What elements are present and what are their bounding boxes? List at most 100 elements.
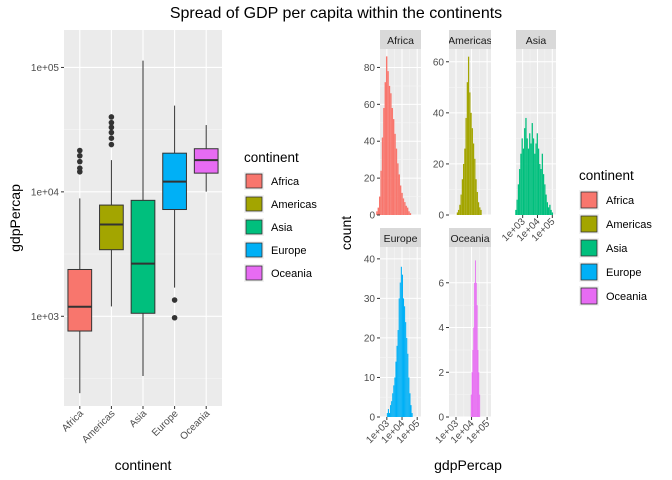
- legend-key-oceania: [245, 265, 263, 281]
- histogram-bar: [476, 192, 478, 215]
- legend-key-americas: [580, 215, 598, 233]
- y-tick-label: 20: [364, 333, 376, 344]
- histogram-bar: [409, 393, 411, 417]
- facet-americas: Americas 0 20 40 60: [433, 30, 492, 222]
- histogram-bar: [475, 260, 476, 417]
- y-tick-label: 60: [364, 100, 376, 111]
- outlier-point: [171, 297, 178, 303]
- histogram-bar: [479, 394, 481, 417]
- y-tick-label: 60: [433, 57, 445, 68]
- outlier-point: [77, 165, 83, 171]
- histogram-bar: [385, 56, 388, 215]
- legend-key-africa: [580, 191, 598, 209]
- histogram-bar: [469, 92, 471, 215]
- histogram-bar: [540, 169, 542, 215]
- histogram-bar: [387, 409, 389, 417]
- histogram-bar: [458, 209, 460, 215]
- histogram-bar: [394, 377, 396, 417]
- histogram-bar: [401, 192, 403, 215]
- histogram-bar: [405, 205, 407, 215]
- histogram-bar: [548, 207, 550, 215]
- y-tick-label: 20: [364, 174, 376, 185]
- legend-key-asia: [580, 239, 598, 257]
- histogram-bar: [526, 138, 528, 215]
- histogram-bar: [520, 153, 522, 215]
- histogram-bar: [476, 305, 478, 417]
- histogram-bar: [519, 169, 521, 215]
- legend-title: continent: [244, 150, 299, 165]
- histogram-bar: [384, 82, 386, 215]
- histogram-bar: [402, 198, 405, 215]
- histogram-bar: [392, 393, 394, 417]
- histogram-bar: [391, 108, 393, 215]
- legend-key-asia: [245, 219, 263, 235]
- histogram-bar: [387, 71, 389, 215]
- histogram-bar: [392, 119, 395, 215]
- histogram-bar: [409, 213, 412, 215]
- histogram-bar: [411, 413, 413, 417]
- histogram-bar: [551, 212, 554, 215]
- histogram-bar: [539, 163, 541, 215]
- histogram-bar: [397, 163, 399, 215]
- histogram-bar: [390, 93, 392, 215]
- histogram-bar: [531, 123, 533, 215]
- histogram-bar: [549, 204, 551, 215]
- histogram-bar: [400, 266, 402, 417]
- y-axis-title: count: [338, 216, 354, 250]
- histogram-bar: [408, 211, 410, 215]
- outlier-point: [171, 314, 178, 321]
- histogram-bar: [406, 207, 409, 215]
- histogram-bar: [378, 196, 381, 215]
- histogram-bar: [467, 56, 470, 216]
- histogram-bar: [474, 158, 476, 215]
- facet-strip-label: Asia: [526, 35, 547, 47]
- legend-title: continent: [579, 168, 634, 183]
- box-americas: [99, 204, 124, 251]
- legend-label: Americas: [606, 219, 652, 231]
- y-tick-label: 6: [438, 278, 444, 289]
- histogram-bar: [386, 413, 388, 417]
- histogram-bar: [529, 133, 531, 215]
- histogram-bar: [478, 372, 480, 417]
- histogram-bar: [393, 385, 395, 417]
- histogram-bar: [542, 174, 545, 215]
- histogram-bar: [399, 185, 402, 215]
- facet-strip-label: Europe: [384, 233, 418, 245]
- legend-label: Africa: [271, 176, 300, 188]
- legend-label: Africa: [606, 195, 635, 207]
- histogram-bar: [404, 306, 406, 417]
- histogram-bar: [522, 148, 525, 215]
- histogram-bar: [381, 137, 384, 215]
- histogram-bar: [541, 153, 543, 215]
- histogram-bar: [472, 143, 475, 215]
- x-axis-title: continent: [115, 457, 172, 473]
- histogram-bar: [456, 212, 459, 215]
- histogram-bar: [407, 353, 409, 417]
- y-tick-label: 1e+04: [31, 187, 60, 198]
- histogram-bar: [473, 327, 475, 417]
- histogram-bar: [544, 184, 546, 215]
- histogram-bar: [390, 405, 392, 417]
- outlier-point: [108, 119, 115, 126]
- histogram-bar: [410, 405, 412, 417]
- y-tick-label: 1e+05: [31, 63, 60, 74]
- histogram-bar: [517, 184, 520, 215]
- facet-strip: [380, 228, 421, 247]
- y-tick-label: 1e+03: [31, 312, 60, 323]
- histogram-bar: [537, 148, 540, 215]
- histogram-bar: [471, 128, 473, 215]
- facet-strip-label: Americas: [448, 35, 492, 47]
- histogram-bar: [376, 211, 378, 215]
- histogram-bar: [406, 337, 408, 417]
- outlier-point: [77, 147, 83, 154]
- histogram-bar: [463, 163, 465, 215]
- histogram-bar: [399, 282, 401, 417]
- histogram-bar: [545, 194, 547, 215]
- histogram-bar: [479, 207, 481, 215]
- facet-strip-label: Africa: [387, 35, 414, 47]
- legend-label: Oceania: [606, 291, 648, 303]
- outlier-point: [108, 141, 115, 148]
